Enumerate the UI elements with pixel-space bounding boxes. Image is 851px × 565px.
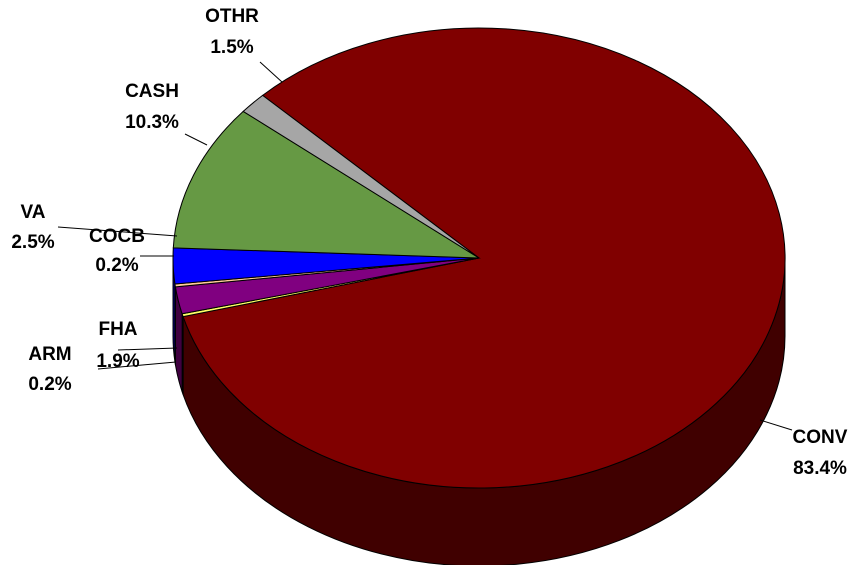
slice-cash [172,110,481,259]
leader-lines [57,61,793,431]
leader-line-va [57,226,178,237]
leader-line-othr [259,61,283,83]
slice-percent-va: 2.5% [11,232,54,253]
slice-label-arm: ARM [28,344,71,365]
slice-labels: CONV 83.4% ARM 0.2% FHA 1.9% COCB 0.2% VA 2.5% CAS… [11,6,847,479]
leader-line-conv [759,419,793,431]
pie-slices [172,27,786,489]
slice-conv [182,27,786,489]
slice-percent-cash: 10.3% [125,112,179,133]
leader-line-fha [117,347,178,351]
slice-percent-fha: 1.9% [96,351,139,372]
slice-percent-arm: 0.2% [28,374,71,395]
slice-percent-cocb: 0.2% [95,255,138,276]
leader-line-cash [184,133,208,146]
slice-label-conv: CONV [793,427,848,448]
slice-percent-othr: 1.5% [210,37,253,58]
slice-label-cash: CASH [125,81,179,102]
slice-percent-conv: 83.4% [793,458,847,479]
slice-label-fha: FHA [98,319,137,340]
slice-othr [242,94,480,259]
slice-label-cocb: COCB [89,226,145,247]
leader-line-arm [97,361,177,370]
slice-label-othr: OTHR [205,6,259,27]
slice-label-va: VA [21,202,46,223]
